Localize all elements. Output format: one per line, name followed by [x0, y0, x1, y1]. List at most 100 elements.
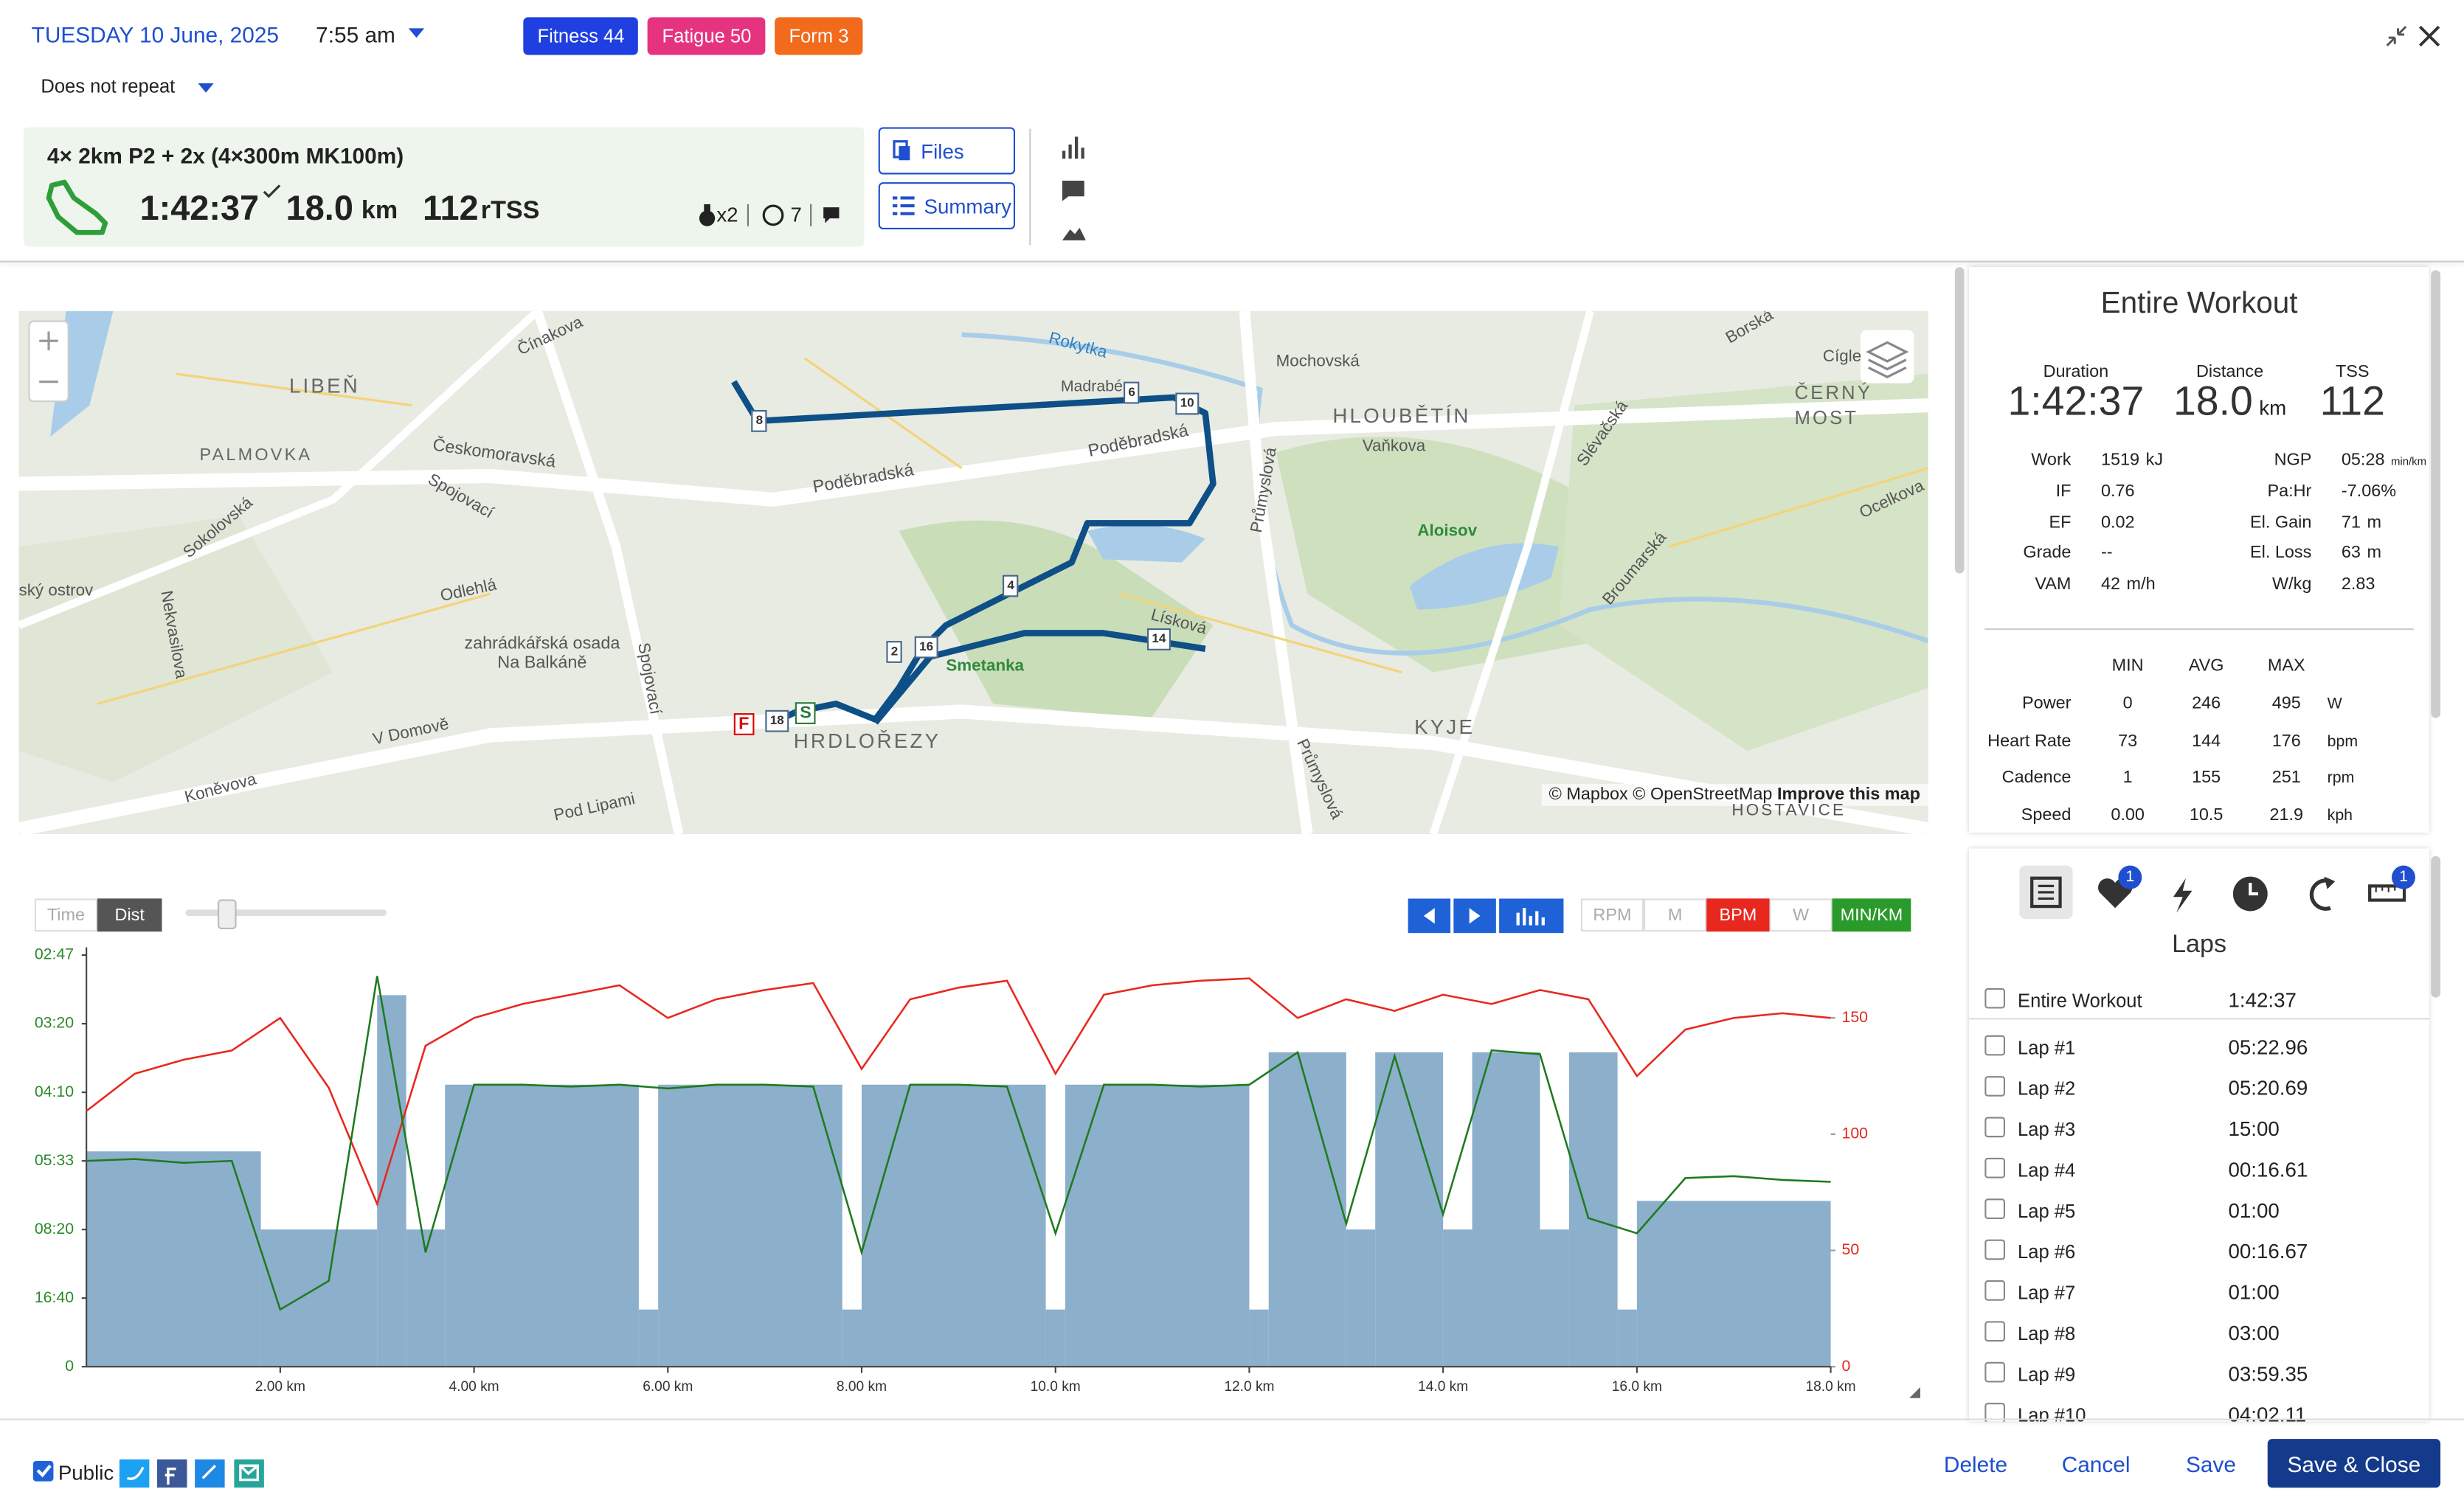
x-tick-label: 14.0 km: [1418, 1379, 1468, 1395]
lap-checkbox[interactable]: [1984, 1321, 2006, 1342]
lap-checkbox[interactable]: [1984, 1403, 2006, 1422]
save-close-button[interactable]: Save & Close: [2267, 1439, 2441, 1488]
map-label: Cígle: [1822, 347, 1862, 367]
series-line: [86, 977, 1831, 1207]
route-marker[interactable]: 4: [1003, 575, 1020, 597]
map-label: ČERNÝ MOST: [1794, 381, 1873, 429]
lap-checkbox[interactable]: [1984, 1198, 2006, 1219]
route-marker[interactable]: S: [795, 702, 817, 724]
lap-checkbox[interactable]: [1984, 1361, 2006, 1383]
distance-unit: km: [361, 198, 398, 225]
badge[interactable]: Fatigue 50: [648, 17, 766, 55]
workout-card[interactable]: [23, 127, 865, 247]
repeat-caret[interactable]: [196, 82, 215, 94]
map[interactable]: © Mapbox © OpenStreetMap Improve this ma…: [18, 310, 1928, 835]
side-icons[interactable]: [1059, 133, 1087, 246]
window-controls[interactable]: [2381, 22, 2443, 50]
delete-button[interactable]: Delete: [1943, 1451, 2008, 1477]
stat-value: 2.83: [2341, 575, 2375, 594]
repeat[interactable]: Does not repeat: [41, 75, 176, 98]
route-marker[interactable]: 8: [751, 409, 768, 432]
lap-checkbox[interactable]: [1984, 1117, 2006, 1138]
interval-bar: [1346, 1229, 1376, 1367]
lap-tabs[interactable]: [2019, 865, 2421, 923]
zoom-controls[interactable]: [28, 320, 69, 403]
public-label[interactable]: Public: [58, 1460, 114, 1485]
save-button[interactable]: Save: [2185, 1451, 2236, 1477]
map-label: Aloisov: [1417, 521, 1478, 541]
route-marker[interactable]: 6: [1124, 381, 1141, 404]
stat-label: W/kg: [2271, 575, 2312, 594]
laps-title: Laps: [2172, 931, 2227, 959]
lap-time: 05:20.69: [2228, 1076, 2308, 1100]
lap-label[interactable]: Lap #5: [2018, 1200, 2076, 1223]
stat-label: Grade: [2023, 544, 2072, 563]
route-marker[interactable]: 16: [914, 636, 938, 659]
route-marker[interactable]: 18: [765, 709, 789, 732]
channel-toggles: RPM M BPM W MIN/KM: [1580, 898, 1911, 932]
y-tick-label: 16:40: [35, 1288, 74, 1306]
channel-toggle[interactable]: M: [1644, 898, 1707, 932]
lap-label[interactable]: Lap #8: [2018, 1322, 2076, 1345]
stat-value: 0.76: [2100, 482, 2135, 501]
summary-button[interactable]: Summary: [878, 182, 1016, 229]
table-cell: 144: [2192, 731, 2221, 751]
cancel-button[interactable]: Cancel: [2061, 1451, 2131, 1477]
lap-checkbox[interactable]: [1984, 1280, 2006, 1301]
lap-badge: 1: [2392, 865, 2415, 889]
badge[interactable]: Fitness 44: [523, 17, 639, 55]
lap-checkbox[interactable]: [1984, 1239, 2006, 1260]
stat-value-box: --: [2101, 544, 2113, 563]
lap-label[interactable]: Lap #10: [2018, 1404, 2086, 1422]
lap-label[interactable]: Lap #3: [2018, 1118, 2076, 1141]
dist-toggle[interactable]: Dist: [97, 898, 162, 932]
y2-tick-label: 150: [1841, 1008, 1868, 1026]
channel-toggle[interactable]: BPM: [1706, 898, 1770, 932]
route-marker[interactable]: 14: [1146, 628, 1171, 650]
date[interactable]: TUESDAY 10 June, 2025: [31, 21, 280, 47]
stat-value: 1519: [2100, 451, 2140, 470]
time[interactable]: 7:55 am: [316, 21, 395, 47]
badge[interactable]: Form 3: [775, 17, 863, 55]
badges: Fitness 44 Fatigue 50 Form 3: [523, 17, 863, 55]
channel-toggle[interactable]: W: [1769, 898, 1833, 932]
route-marker[interactable]: 10: [1175, 392, 1200, 415]
files-button[interactable]: Files: [878, 127, 1016, 175]
laps-scrollbar[interactable]: [2431, 855, 2441, 998]
channel-toggle[interactable]: MIN/KM: [1832, 898, 1911, 932]
duration: 1:42:37: [139, 188, 260, 228]
improve-link[interactable]: Improve this map: [1776, 785, 1920, 805]
lap-label[interactable]: Lap #7: [2018, 1282, 2076, 1304]
zoom-slider[interactable]: [185, 898, 390, 930]
time-caret[interactable]: [407, 27, 426, 39]
lap-time: 15:00: [2228, 1117, 2280, 1141]
scrollbar[interactable]: [1954, 267, 1965, 574]
lap-checkbox[interactable]: [1984, 1035, 2006, 1056]
share-icons[interactable]: [32, 1459, 269, 1488]
lap-label[interactable]: Lap #6: [2018, 1240, 2076, 1263]
layers-button[interactable]: [1861, 330, 1914, 383]
table-row-label: Heart Rate: [1987, 731, 2072, 751]
lap-label[interactable]: Lap #1: [2018, 1036, 2076, 1059]
chart-nav[interactable]: [1408, 898, 1565, 934]
card-icons: [699, 204, 840, 226]
summary-scrollbar[interactable]: [2431, 270, 2441, 718]
y-tick-label: 08:20: [35, 1220, 74, 1238]
lap-checkbox[interactable]: [1984, 987, 2006, 1009]
route-marker[interactable]: 2: [886, 641, 903, 663]
route-marker[interactable]: F: [733, 713, 754, 735]
resize-handle[interactable]: [1906, 1384, 1922, 1400]
stat-value: --: [2100, 544, 2113, 563]
lap-label[interactable]: Lap #2: [2018, 1077, 2076, 1100]
equipment-count: x2: [716, 202, 738, 226]
lap-checkbox[interactable]: [1984, 1076, 2006, 1097]
channel-toggle[interactable]: RPM: [1580, 898, 1644, 932]
laps-list: Entire Workout 1:42:37 Lap #1 05:22.96 Lap #…: [1969, 987, 2430, 1422]
lap-label[interactable]: Lap #9: [2018, 1363, 2076, 1386]
lap-label[interactable]: Entire Workout: [2018, 989, 2142, 1012]
headline-label: TSS: [2335, 363, 2370, 382]
interval-bar: [1472, 1052, 1540, 1367]
time-toggle[interactable]: Time: [34, 898, 98, 932]
lap-checkbox[interactable]: [1984, 1157, 2006, 1179]
lap-label[interactable]: Lap #4: [2018, 1159, 2076, 1181]
